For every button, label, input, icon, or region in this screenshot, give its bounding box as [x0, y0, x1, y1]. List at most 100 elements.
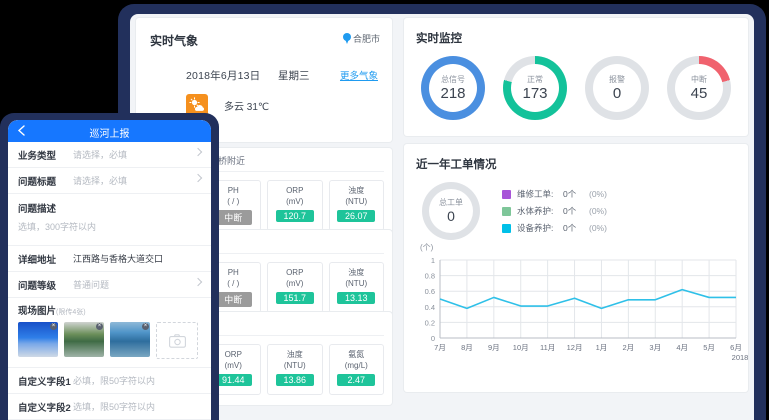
metric-tile: ORP (mV) 151.7	[267, 262, 323, 313]
photo-thumbnail[interactable]: ×	[64, 322, 104, 357]
field-label: 自定义字段2	[18, 402, 71, 414]
field-detail-address[interactable]: 详细地址 江西路与香格大道交口	[8, 246, 211, 272]
metric-value: 26.07	[337, 210, 376, 222]
metric-value: 中断	[214, 210, 253, 225]
more-weather-link[interactable]: 更多气象	[339, 71, 378, 82]
legend-percent: (0%)	[589, 206, 607, 216]
camera-icon	[168, 333, 186, 348]
field-issue-level[interactable]: 问题等级 普通问题	[8, 272, 211, 298]
svg-text:6月: 6月	[730, 343, 742, 352]
weather-weekday: 星期三	[278, 70, 310, 82]
metric-tile: ORP (mV) 120.7	[267, 180, 323, 231]
ring-center: 中断 45	[675, 64, 723, 112]
weather-date: 2018年6月13日	[186, 70, 261, 82]
photo-thumbnails: × × ×	[18, 322, 201, 359]
chevron-left-icon[interactable]	[17, 125, 26, 136]
metric-name: 浊度	[348, 268, 365, 277]
svg-text:11月: 11月	[540, 343, 555, 352]
metric-value: 13.86	[275, 374, 314, 386]
svg-text:10月: 10月	[513, 343, 529, 352]
close-icon[interactable]: ×	[50, 323, 57, 330]
field-placeholder: 选填，限50字符以内	[73, 402, 156, 412]
metric-name: ORP	[224, 350, 242, 359]
ring-label: 正常	[527, 74, 543, 84]
field-site-photos: 现场图片(限传4张) × × ×	[8, 298, 211, 368]
legend-count: 0个	[563, 189, 577, 199]
photo-thumbnail[interactable]: ×	[110, 322, 150, 357]
phone-page-title: 巡河上报	[89, 129, 130, 140]
ring-value: 45	[690, 84, 708, 102]
svg-text:12月: 12月	[567, 343, 583, 352]
svg-text:2月: 2月	[623, 343, 635, 352]
divider	[144, 171, 384, 172]
legend-label: 维修工单:	[517, 189, 554, 199]
field-label: 自定义字段1	[18, 376, 71, 388]
legend-count: 0个	[563, 223, 577, 233]
svg-text:7月: 7月	[434, 343, 446, 352]
metric-name: 浊度	[348, 186, 365, 195]
field-placeholder: 普通问题	[73, 280, 110, 290]
metric-unit: ( / )	[227, 279, 240, 288]
workorder-line-chart: (个) 0 0.2 0.4 0.6 0.8 1 7月 8月 9月 10月 11月 12月 1月 2月 3月 4…	[404, 243, 748, 364]
field-placeholder: 请选择，必填	[73, 176, 128, 186]
weather-condition: 多云 31℃	[224, 98, 269, 113]
field-business-type[interactable]: 业务类型 请选择，必填	[8, 142, 211, 168]
field-issue-title[interactable]: 问题标题 请选择，必填	[8, 168, 211, 194]
svg-text:1: 1	[431, 256, 435, 265]
metric-value: 91.44	[214, 374, 253, 386]
legend-label: 水体养护:	[517, 206, 554, 216]
metric-tile: 浊度 (NTU) 13.13	[328, 262, 384, 313]
close-icon[interactable]: ×	[96, 323, 103, 330]
field-custom-1[interactable]: 自定义字段1 必填，限50字符以内	[8, 368, 211, 394]
photo-thumbnail[interactable]: ×	[18, 322, 58, 357]
metric-name: ORP	[286, 268, 304, 277]
close-icon[interactable]: ×	[142, 323, 149, 330]
metric-name: 氨氮	[348, 350, 365, 359]
ring-center: 正常 173	[511, 64, 559, 112]
monitor-ring-interrupt: 中断 45	[667, 56, 731, 120]
legend-count: 0个	[563, 206, 577, 216]
ring-center: 报警 0	[593, 64, 641, 112]
metric-name: 浊度	[286, 350, 303, 359]
metric-tile: 浊度 (NTU) 26.07	[328, 180, 384, 231]
metric-value: 120.7	[275, 210, 314, 222]
legend-label: 设备养护:	[517, 223, 554, 233]
realtime-monitor-card: 实时监控 总信号 218 正常 173	[404, 18, 748, 136]
workorder-card: 近一年工单情况 总工单 0 维修工单: 0个 (0%)	[404, 144, 748, 392]
weather-city: 合肥市	[342, 32, 380, 45]
divider	[144, 253, 384, 254]
field-placeholder: 请选择，必填	[73, 150, 128, 160]
add-photo-button[interactable]	[156, 322, 198, 359]
metric-name: PH	[227, 268, 239, 277]
svg-text:9月: 9月	[488, 343, 500, 352]
field-issue-description[interactable]: 问题描述 选填，300字符以内	[8, 194, 211, 246]
metric-unit: (NTU)	[345, 279, 368, 288]
metric-unit: (NTU)	[283, 361, 306, 370]
ring-label: 中断	[691, 74, 707, 84]
ring-value: 218	[440, 84, 466, 102]
metric-name: PH	[227, 186, 239, 195]
ring-label: 总信号	[441, 74, 465, 84]
weather-city-label: 合肥市	[352, 34, 380, 44]
legend-percent: (0%)	[589, 223, 607, 233]
photos-label: 现场图片(限传4张)	[18, 303, 201, 317]
chart-canvas: 0 0.2 0.4 0.6 0.8 1 7月 8月 9月 10月 11月 12月 1月 2月 3月 4月 5月 6…	[425, 256, 748, 362]
svg-text:5月: 5月	[703, 343, 715, 352]
weather-title: 实时气象	[150, 34, 199, 48]
svg-text:3月: 3月	[649, 343, 661, 352]
svg-text:2018: 2018	[732, 353, 748, 362]
field-custom-2[interactable]: 自定义字段2 选填，限50字符以内	[8, 394, 211, 420]
realtime-monitor-title: 实时监控	[416, 33, 462, 45]
field-value: 江西路与香格大道交口	[73, 254, 164, 264]
ring-value: 173	[522, 84, 548, 102]
monitor-ring-total: 总信号 218	[421, 56, 485, 120]
monitor-rings: 总信号 218 正常 173 报警 0	[404, 46, 748, 132]
legend-color-swatch	[502, 189, 511, 199]
legend-item: 维修工单: 0个 (0%)	[502, 188, 607, 200]
chevron-right-icon	[193, 147, 203, 157]
metric-value: 151.7	[275, 292, 314, 304]
ring-center: 总信号 218	[429, 64, 477, 112]
svg-text:1月: 1月	[596, 343, 608, 352]
monitor-ring-normal: 正常 173	[503, 56, 567, 120]
